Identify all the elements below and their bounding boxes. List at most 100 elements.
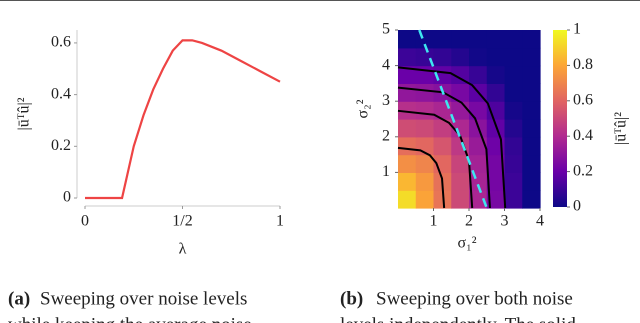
x-axis-label: σ₁² (458, 235, 477, 252)
heat-cell (486, 47, 506, 67)
heat-cell (433, 119, 452, 138)
heat-cell (469, 101, 488, 120)
caption-label: (a) (8, 288, 30, 309)
y-tick-label: 0 (63, 189, 71, 206)
colorbar-tick-label: 1 (573, 21, 581, 38)
y-tick-label: 0.6 (51, 34, 71, 51)
x-axis-label: λ (179, 241, 187, 258)
heat-cell (433, 30, 452, 49)
contour (397, 66, 507, 209)
heat-cell (415, 119, 435, 138)
heat-cell (398, 65, 417, 84)
heat-cell (398, 119, 417, 138)
heat-cell (415, 83, 435, 102)
heat-cell (522, 119, 541, 138)
colorbar-tick-label: 0.2 (573, 162, 593, 179)
caption-text: Sweeping over both noise (376, 288, 573, 309)
heat-cell (504, 30, 523, 49)
heat-cell (522, 172, 541, 191)
y-tick-label: 2 (382, 127, 390, 144)
heat-cell (398, 47, 417, 67)
x-tick-label: 0 (81, 213, 89, 230)
heat-cell (504, 65, 523, 84)
y-tick-label: 0.4 (51, 85, 71, 102)
heat-cell (522, 30, 541, 49)
heat-cell (469, 30, 488, 49)
y-tick-label: 4 (382, 56, 390, 73)
heat-cell (486, 65, 506, 84)
heat-cell (504, 190, 523, 209)
heat-cell (522, 47, 541, 67)
caption-label: (b) (340, 288, 363, 309)
heat-cell (451, 101, 470, 120)
heat-cell (486, 154, 506, 173)
heat-cell (451, 47, 470, 67)
heat-cell (451, 119, 470, 138)
y-tick-label: 1 (382, 163, 390, 180)
heat-cell (451, 172, 470, 191)
heat-cell (469, 65, 488, 84)
heat-cell (398, 136, 417, 156)
heat-cell (451, 83, 470, 102)
caption-text: Sweeping over noise levels (40, 288, 247, 309)
caption-text: levels independently. The solid (340, 314, 576, 323)
data-line (85, 39, 281, 200)
x-tick-label: 2 (465, 213, 473, 230)
heat-cell (504, 154, 523, 173)
heat-cell (522, 154, 541, 173)
colorbar-label: |ūᵀû|² (613, 112, 630, 145)
heat-cell (522, 65, 541, 84)
contour (397, 86, 491, 209)
y-tick-label: 3 (382, 92, 390, 109)
heat-cell (522, 190, 541, 209)
heat-cell (398, 101, 417, 120)
heat-cell (469, 47, 488, 67)
colorbar-tick-label: 0.8 (573, 56, 593, 73)
colorbar (553, 30, 567, 207)
caption-text: while keeping the average noise (8, 314, 252, 323)
heat-cell (415, 172, 435, 191)
heat-cell (504, 101, 523, 120)
heat-cell (522, 136, 541, 156)
heat-cell (415, 101, 435, 120)
heat-cell (469, 154, 488, 173)
y-tick-label: 0.2 (51, 137, 71, 154)
colorbar-tick-label: 0.6 (573, 91, 593, 108)
heat-cell (451, 154, 470, 173)
heat-cell (433, 47, 452, 67)
y-axis-label: σ₂² (355, 99, 372, 118)
x-tick-label: 1 (276, 213, 284, 230)
heat-cell (469, 190, 488, 209)
heat-cell (398, 30, 417, 49)
heat-cell (433, 136, 452, 156)
x-tick-label: 1 (430, 213, 438, 230)
heat-cell (415, 190, 435, 209)
colorbar-tick-label: 0 (573, 198, 581, 215)
heat-cell (486, 172, 506, 191)
heat-cell (451, 30, 470, 49)
x-tick-label: 4 (536, 213, 544, 230)
y-axis-label: |ūᵀû|² (16, 97, 33, 130)
heat-cell (398, 154, 417, 173)
colorbar-tick-label: 0.4 (573, 127, 593, 144)
heat-cell (522, 83, 541, 102)
heat-cell (504, 172, 523, 191)
heat-cell (469, 172, 488, 191)
heat-cell (504, 83, 523, 102)
heat-cell (398, 83, 417, 102)
heat-cell (415, 154, 435, 173)
x-tick-label: 3 (501, 213, 509, 230)
heat-cell (451, 190, 470, 209)
heat-cell (398, 190, 417, 209)
heat-cell (486, 190, 506, 209)
heat-cell (415, 47, 435, 67)
heat-cell (504, 47, 523, 67)
contour (397, 109, 474, 209)
heat-cell (451, 65, 470, 84)
heat-cell (486, 83, 506, 102)
heat-cell (486, 30, 506, 49)
y-tick-label: 5 (382, 21, 390, 38)
heat-cell (522, 101, 541, 120)
